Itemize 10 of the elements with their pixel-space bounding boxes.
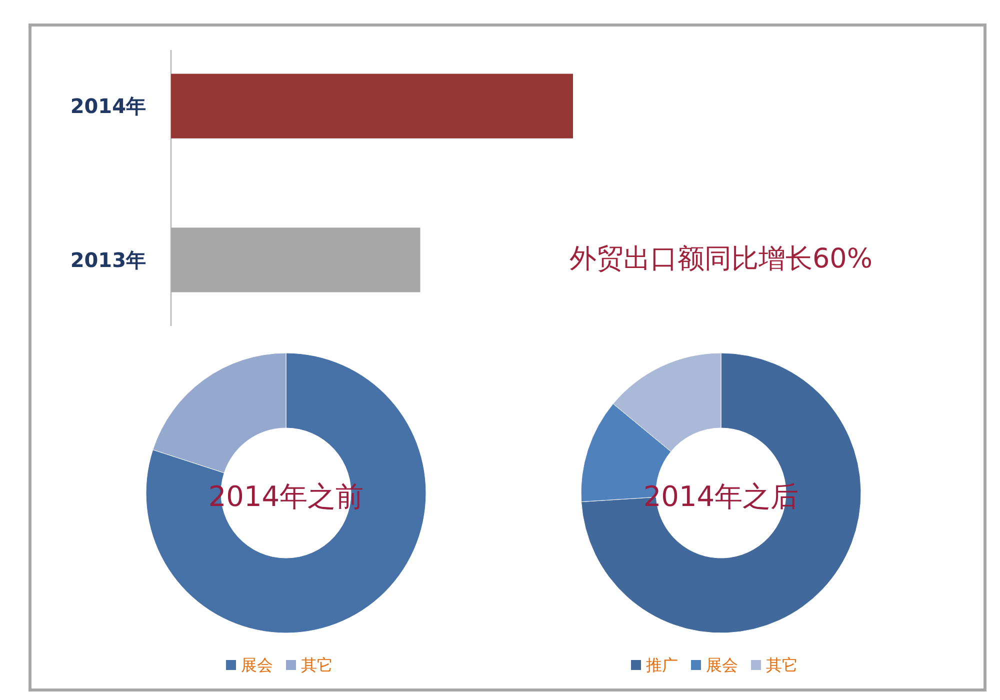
donut-slice [581, 352, 862, 634]
y-tick-label: 2013年 [70, 248, 146, 272]
legend-label: 展会 [706, 656, 738, 675]
annotation: 外贸出口额同比增长60% [569, 243, 873, 274]
legend-label: 推广 [646, 656, 678, 675]
donut-slice [146, 352, 426, 634]
y-tick-label: 2014年 [70, 94, 146, 118]
legend-label: 其它 [301, 656, 333, 675]
legend-label: 其它 [766, 656, 798, 675]
legend-label: 展会 [241, 656, 273, 675]
